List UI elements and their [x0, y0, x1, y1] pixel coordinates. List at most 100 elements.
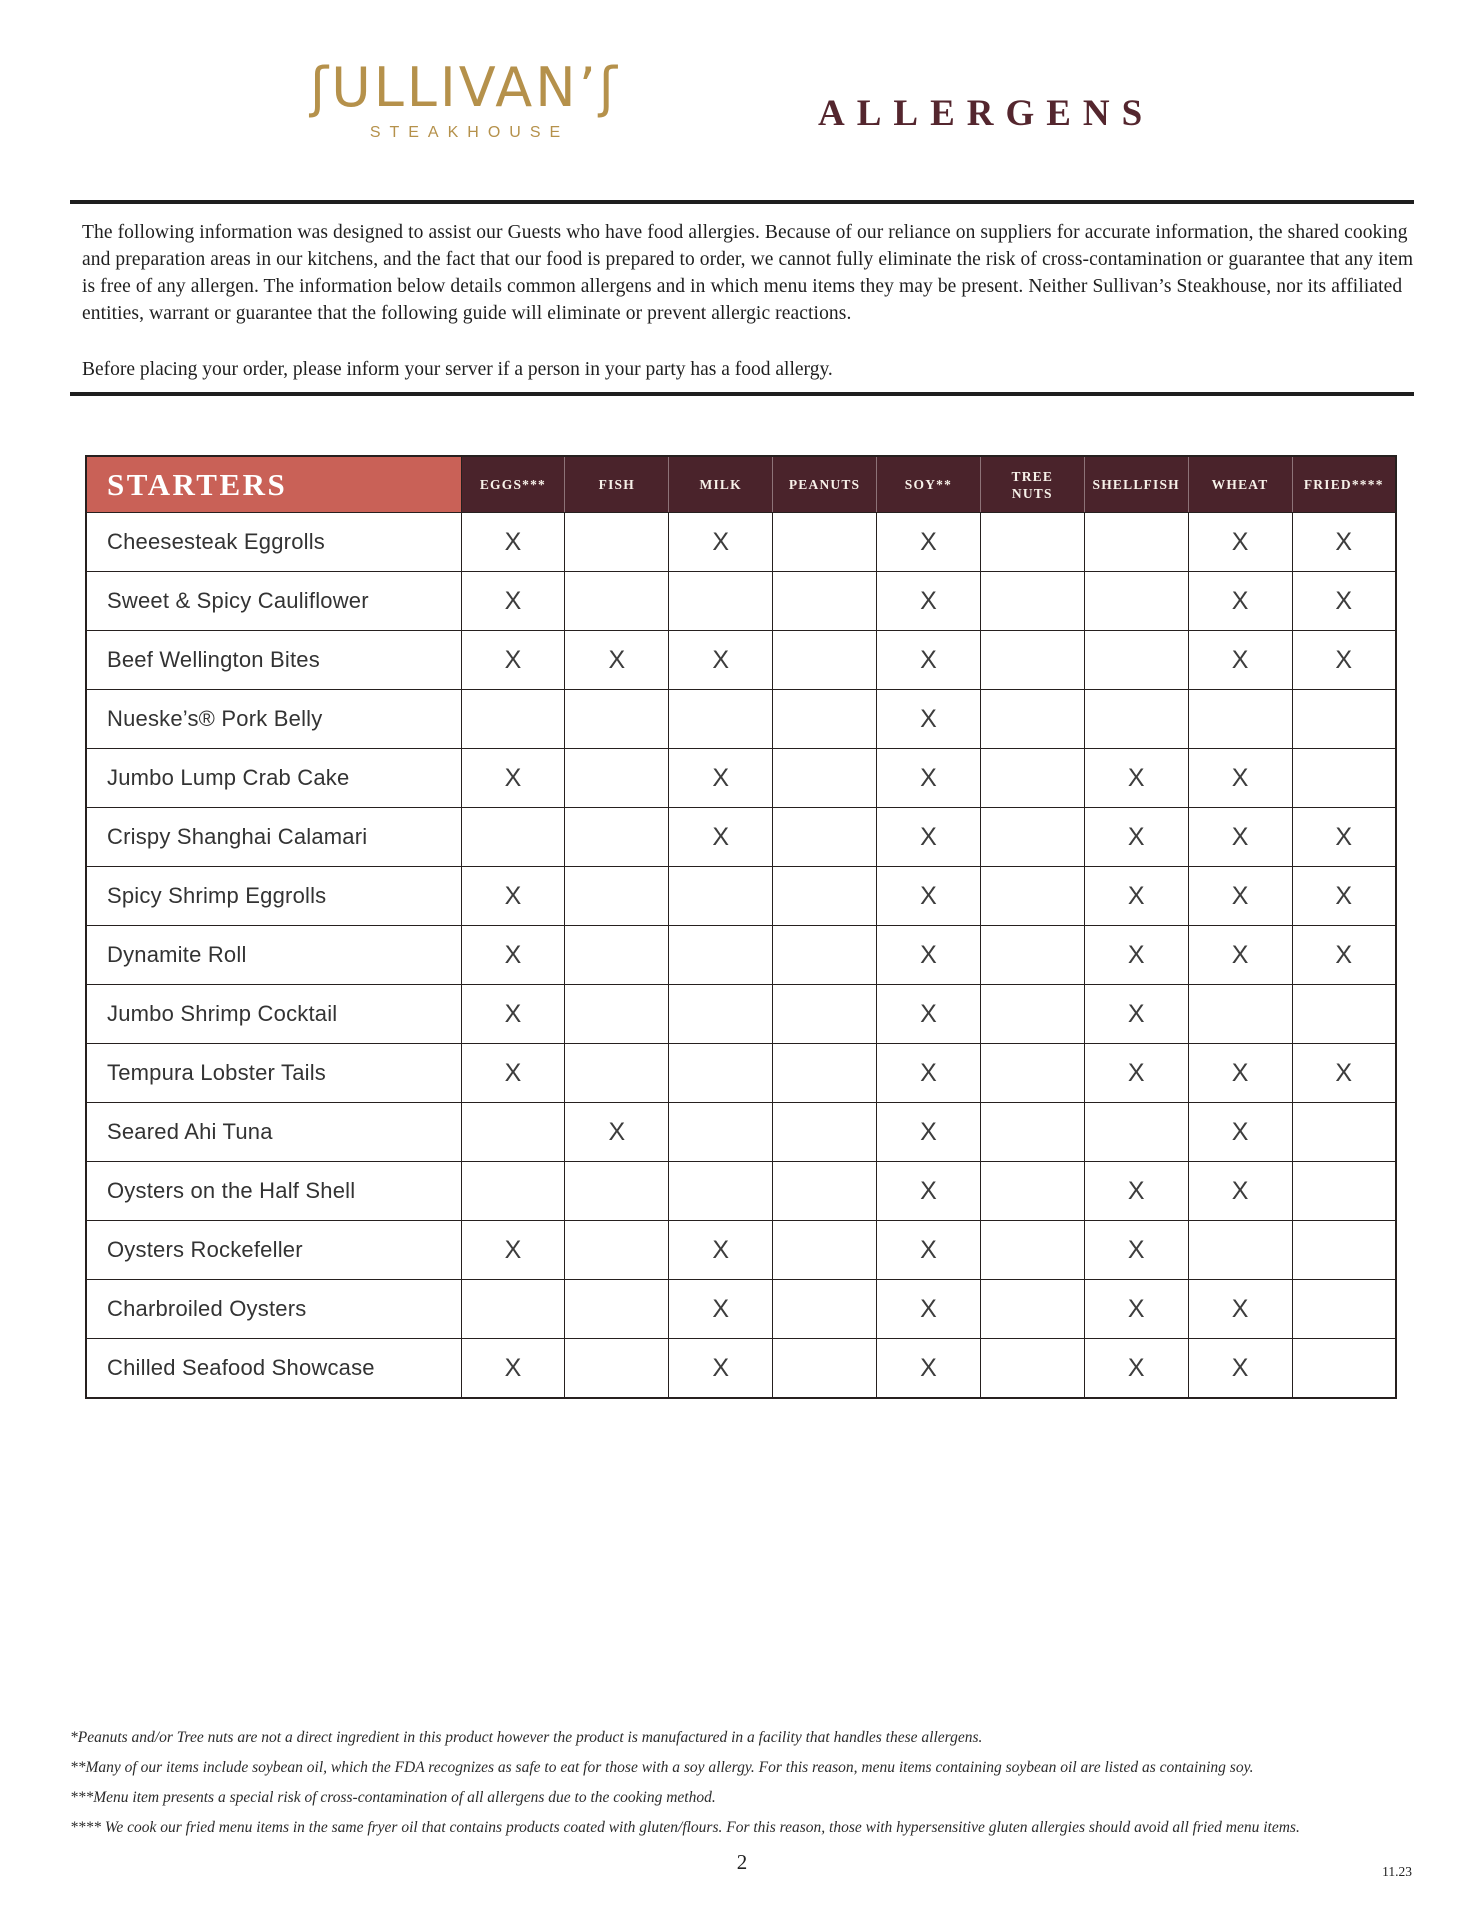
allergen-mark: X	[1187, 1102, 1293, 1162]
allergen-mark: X	[668, 1220, 774, 1280]
column-header-soy: SOY**	[876, 455, 981, 513]
allergen-mark: X	[460, 1043, 566, 1103]
allergen-mark-empty	[460, 1161, 566, 1221]
disclaimer-paragraph: The following information was designed t…	[82, 222, 1414, 324]
column-header-shellfish: SHELLFISH	[1083, 455, 1189, 513]
page-number: 2	[736, 1850, 748, 1874]
allergen-mark: X	[1291, 512, 1397, 572]
divider-top	[70, 200, 1414, 204]
allergen-mark-empty	[772, 866, 877, 926]
allergen-mark-empty	[979, 1279, 1085, 1339]
allergen-mark: X	[876, 1043, 981, 1103]
allergen-mark-empty	[668, 689, 774, 749]
allergen-mark-empty	[979, 925, 1085, 985]
allergen-mark: X	[460, 748, 566, 808]
allergen-mark-empty	[460, 1102, 566, 1162]
table-row: Oysters Rockefeller X X X X	[85, 1220, 1397, 1280]
allergen-mark-empty	[979, 571, 1085, 631]
allergen-mark: X	[460, 866, 566, 926]
allergen-mark-empty	[979, 1338, 1085, 1399]
allergen-mark-empty	[1187, 1220, 1293, 1280]
table-row: Jumbo Lump Crab Cake X X X X X	[85, 748, 1397, 808]
allergen-mark-empty	[564, 689, 670, 749]
allergen-mark-empty	[979, 866, 1085, 926]
menu-item-name: Oysters Rockefeller	[85, 1220, 462, 1280]
menu-item-name: Oysters on the Half Shell	[85, 1161, 462, 1221]
menu-item-name: Spicy Shrimp Eggrolls	[85, 866, 462, 926]
allergen-mark-empty	[1083, 689, 1189, 749]
allergen-mark: X	[1291, 1043, 1397, 1103]
allergen-mark: X	[1083, 1161, 1189, 1221]
allergen-mark-empty	[772, 984, 877, 1044]
allergen-mark-empty	[1291, 984, 1397, 1044]
table-row: Beef Wellington Bites X X X X X X	[85, 630, 1397, 690]
menu-item-name: Dynamite Roll	[85, 925, 462, 985]
allergen-mark: X	[668, 748, 774, 808]
allergen-mark-empty	[1187, 984, 1293, 1044]
sullivans-logo: ʃULLIVAN’ʃ STEAKHOUSE	[230, 58, 700, 142]
allergen-mark: X	[1083, 1043, 1189, 1103]
allergen-mark-empty	[668, 1043, 774, 1103]
page-title: ALLERGENS	[818, 93, 1155, 134]
allergen-mark-empty	[460, 807, 566, 867]
allergen-mark-empty	[564, 1279, 670, 1339]
allergen-mark: X	[1187, 1279, 1293, 1339]
allergen-mark-empty	[564, 1220, 670, 1280]
table-row: Nueske’s® Pork Belly X	[85, 689, 1397, 749]
allergen-mark-empty	[564, 748, 670, 808]
allergen-mark: X	[876, 1220, 981, 1280]
allergen-mark: X	[876, 1338, 981, 1399]
allergen-mark-empty	[460, 689, 566, 749]
allergen-mark-empty	[772, 1043, 877, 1103]
allergen-mark: X	[460, 984, 566, 1044]
section-header-starters: STARTERS	[85, 455, 462, 513]
allergen-mark: X	[876, 984, 981, 1044]
allergen-mark: X	[1291, 866, 1397, 926]
allergen-mark-empty	[772, 512, 877, 572]
allergen-mark: X	[668, 1338, 774, 1399]
allergen-mark-empty	[979, 512, 1085, 572]
table-row: Seared Ahi Tuna X X X	[85, 1102, 1397, 1162]
allergen-mark: X	[876, 571, 981, 631]
allergen-mark: X	[1083, 1279, 1189, 1339]
footnote-peanuts-tree-nuts: *Peanuts and/or Tree nuts are not a dire…	[70, 1729, 983, 1746]
allergen-mark: X	[460, 1220, 566, 1280]
allergen-mark: X	[1187, 1043, 1293, 1103]
allergen-mark: X	[1187, 630, 1293, 690]
allergen-mark-empty	[1291, 1220, 1397, 1280]
column-header-milk: MILK	[668, 455, 774, 513]
table-row: Charbroiled Oysters X X X X	[85, 1279, 1397, 1339]
allergen-mark: X	[1083, 866, 1189, 926]
allergen-mark-empty	[564, 1043, 670, 1103]
column-header-peanuts: PEANUTS	[772, 455, 877, 513]
allergen-mark: X	[876, 1161, 981, 1221]
allergen-mark: X	[1187, 807, 1293, 867]
allergen-mark-empty	[564, 866, 670, 926]
server-notice-paragraph: Before placing your order, please inform…	[82, 359, 833, 380]
allergen-mark: X	[1187, 1338, 1293, 1399]
table-row: Cheesesteak Eggrolls X X X X X	[85, 512, 1397, 572]
allergen-mark-empty	[564, 984, 670, 1044]
allergen-mark: X	[876, 807, 981, 867]
allergen-mark: X	[876, 925, 981, 985]
allergens-table: STARTERS EGGS*** FISH MILK PEANUTS SOY** TREE…	[85, 455, 1397, 1399]
allergen-mark-empty	[979, 984, 1085, 1044]
allergen-mark-empty	[1083, 1102, 1189, 1162]
allergen-mark: X	[876, 689, 981, 749]
allergen-mark: X	[876, 630, 981, 690]
allergen-mark: X	[460, 630, 566, 690]
menu-item-name: Charbroiled Oysters	[85, 1279, 462, 1339]
allergen-mark-empty	[564, 807, 670, 867]
allergen-mark: X	[1291, 925, 1397, 985]
allergen-mark-empty	[460, 1279, 566, 1339]
allergen-mark-empty	[772, 748, 877, 808]
allergen-mark-empty	[1291, 1279, 1397, 1339]
column-header-wheat: WHEAT	[1187, 455, 1293, 513]
allergen-mark: X	[1187, 866, 1293, 926]
footnote-soy: **Many of our items include soybean oil,…	[70, 1759, 1254, 1776]
footnotes-block: *Peanuts and/or Tree nuts are not a dire…	[70, 1726, 1422, 1846]
version-label: 11.23	[1382, 1864, 1412, 1879]
allergen-mark-empty	[979, 1102, 1085, 1162]
allergen-mark: X	[876, 512, 981, 572]
